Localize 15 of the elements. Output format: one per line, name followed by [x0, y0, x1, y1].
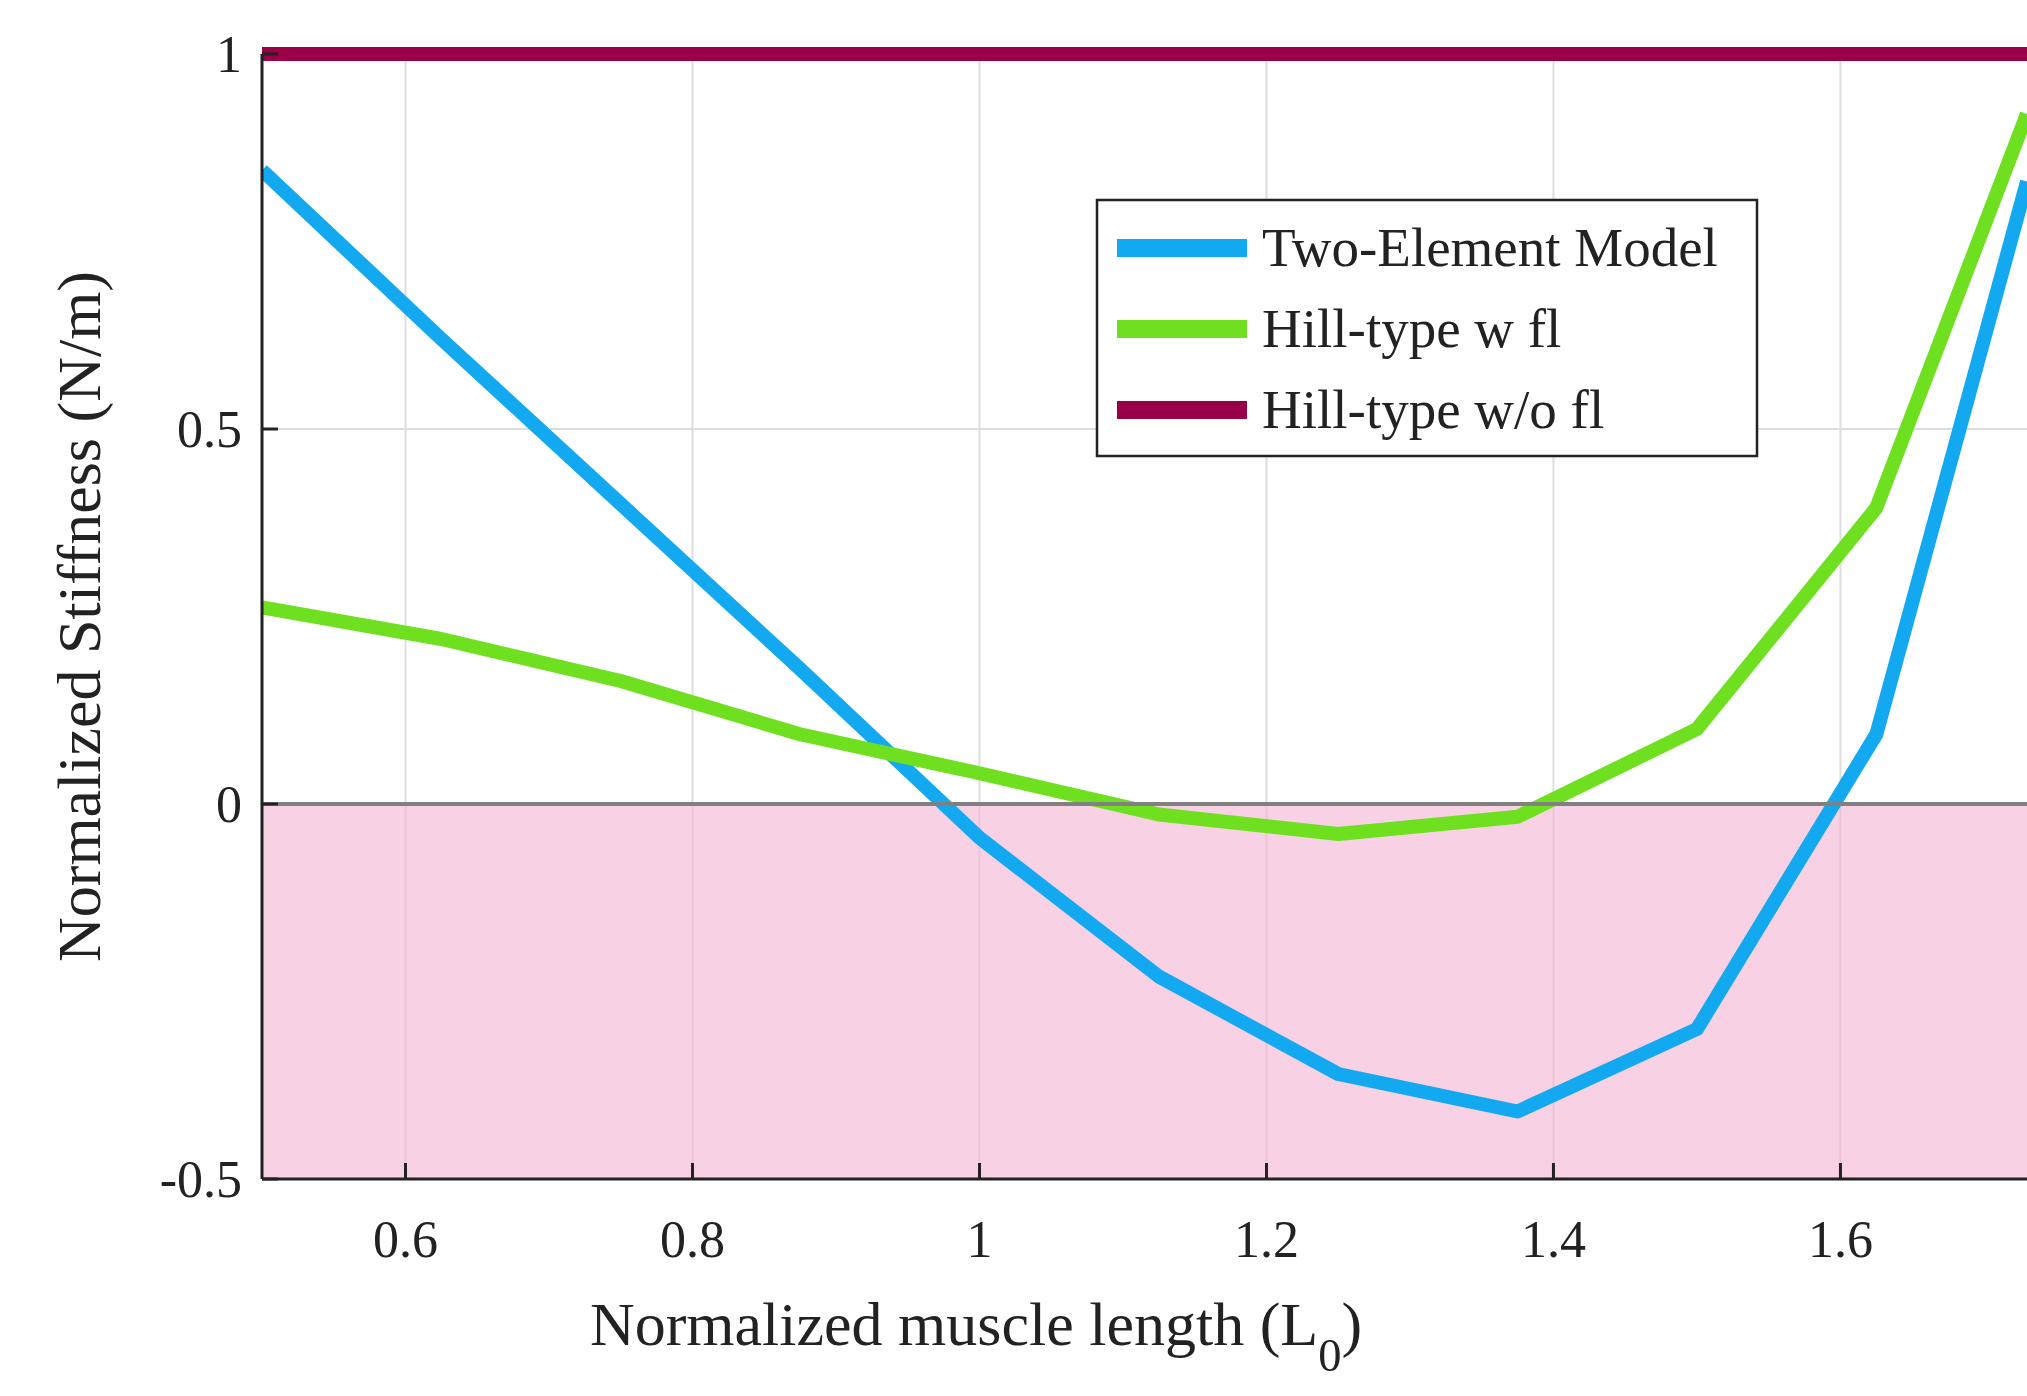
legend-label: Two-Element Model — [1262, 217, 1718, 278]
x-tick-label: 1.2 — [1233, 1211, 1299, 1268]
x-tick-label: 0.6 — [373, 1211, 438, 1268]
y-tick-label: -0.5 — [159, 1151, 242, 1208]
y-axis-title: Normalized Stiffness (N/m) — [45, 270, 114, 963]
x-tick-label: 0.8 — [659, 1211, 725, 1268]
x-tick-label: 1.4 — [1520, 1211, 1586, 1268]
x-tick-label: 1 — [966, 1211, 993, 1268]
y-tick-label: 1 — [216, 26, 242, 83]
y-tick-label: 0.5 — [177, 401, 242, 458]
x-axis-title: Normalized muscle length (L$_{0}$) — [589, 1290, 1363, 1381]
legend-label: Hill-type w fl — [1262, 298, 1562, 359]
y-tick-label: 0 — [216, 776, 242, 833]
legend-label: Hill-type w/o fl — [1262, 379, 1605, 440]
x-tick-label: 1.6 — [1807, 1211, 1873, 1268]
